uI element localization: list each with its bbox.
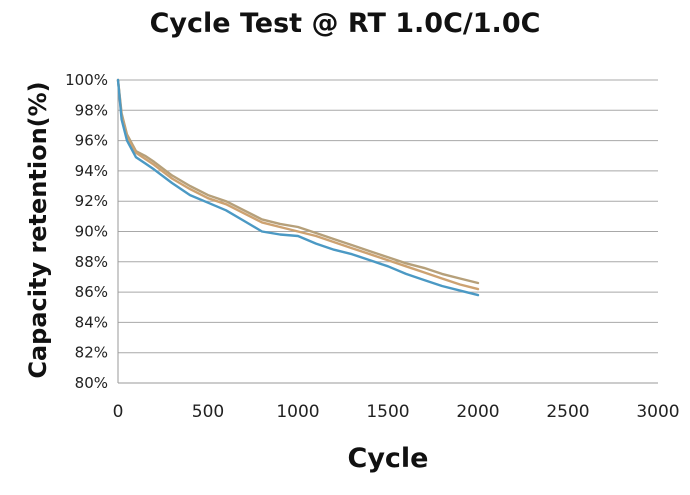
- y-tick-label: 86%: [75, 283, 108, 301]
- x-tick-label: 2500: [546, 402, 589, 422]
- x-tick-label: 1000: [276, 402, 319, 422]
- y-tick-label: 100%: [65, 71, 108, 89]
- chart-title: Cycle Test @ RT 1.0C/1.0C: [149, 8, 541, 39]
- x-tick-label: 500: [192, 402, 224, 422]
- y-tick-label: 94%: [75, 162, 108, 180]
- series-line-3: [116, 78, 480, 297]
- x-tick-label: 1500: [366, 402, 409, 422]
- series-line-2: [116, 78, 480, 291]
- series-line-1: [116, 78, 480, 285]
- y-tick-label: 80%: [75, 374, 108, 392]
- x-axis-label: Cycle: [347, 443, 429, 474]
- y-tick-label: 88%: [75, 253, 108, 271]
- y-tick-label: 96%: [75, 132, 108, 150]
- x-tick-label: 2000: [456, 402, 499, 422]
- y-tick-label: 90%: [75, 223, 108, 241]
- y-tick-label: 82%: [75, 344, 108, 362]
- x-tick-label: 0: [113, 402, 124, 422]
- y-tick-label: 92%: [75, 192, 108, 210]
- x-tick-label: 3000: [636, 402, 679, 422]
- y-tick-label: 98%: [75, 101, 108, 119]
- y-tick-label: 84%: [75, 313, 108, 331]
